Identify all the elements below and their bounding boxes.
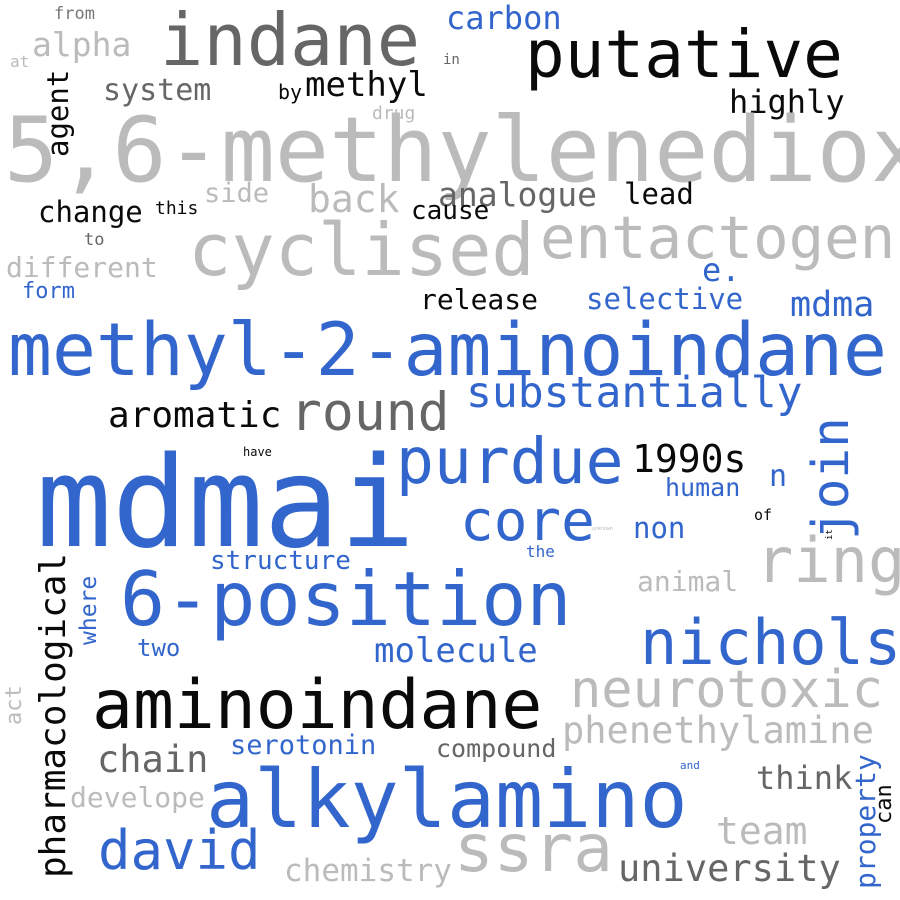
word-system: system xyxy=(103,73,212,108)
word-analogue: analogue xyxy=(438,175,597,214)
word-two: two xyxy=(137,634,181,662)
word-develope: develope xyxy=(70,781,205,814)
word-alkylamino: alkylamino xyxy=(206,753,688,846)
word-release: release xyxy=(420,283,539,316)
word-selective: selective xyxy=(586,282,744,316)
word-different: different xyxy=(6,251,158,284)
word-mdmai: mdmai xyxy=(36,429,416,576)
word-e: e. xyxy=(702,251,741,289)
word-putative: putative xyxy=(525,16,843,93)
word-n: n xyxy=(769,459,788,494)
word-indane: indane xyxy=(160,0,421,82)
word-back: back xyxy=(308,177,400,221)
word-to: to xyxy=(84,230,105,250)
word-by: by xyxy=(278,80,303,104)
word-aminoindane: aminoindane xyxy=(92,666,543,745)
word-from: from xyxy=(54,4,95,24)
word-side: side xyxy=(204,178,270,209)
word-team: team xyxy=(716,809,808,853)
word-6-position: 6-position xyxy=(120,555,572,643)
word-structure: structure xyxy=(210,546,351,576)
word-ring: ring xyxy=(756,524,900,597)
word-cyclised: cyclised xyxy=(188,208,535,292)
word-methyl-2-aminoindane: methyl-2-aminoindane xyxy=(8,308,887,393)
word-serotonin: serotonin xyxy=(230,730,377,761)
word-think: think xyxy=(756,759,853,797)
word-human: human xyxy=(665,473,741,502)
word-act: act xyxy=(2,685,27,725)
word-ssra: ssra xyxy=(454,810,613,887)
word-lead: lead xyxy=(624,177,694,211)
word-chain: chain xyxy=(97,738,209,781)
word-in: in xyxy=(443,52,460,68)
word-mdma: mdma xyxy=(790,285,875,325)
word-methyl: methyl xyxy=(305,65,428,105)
word-1990s: 1990s xyxy=(632,437,747,481)
word-phenethylamine: phenethylamine xyxy=(562,709,874,752)
word-where: where xyxy=(76,575,102,645)
word-the: the xyxy=(526,542,555,561)
word-aromatic: aromatic xyxy=(108,395,282,436)
word-can: can xyxy=(872,784,897,824)
word-drug: drug xyxy=(372,103,416,124)
word-compound: compound xyxy=(436,734,557,763)
word-unknown: unknown xyxy=(592,526,614,532)
word-and: and xyxy=(680,759,700,772)
word-change: change xyxy=(38,195,143,229)
word-neurotoxic: neurotoxic xyxy=(570,660,884,720)
word-pharmacological: pharmacological xyxy=(33,552,74,878)
word-david: david xyxy=(98,819,261,882)
word-at: at xyxy=(10,52,30,71)
word-cause: cause xyxy=(411,196,490,226)
word-carbon: carbon xyxy=(446,0,562,37)
word-alpha: alpha xyxy=(32,25,132,64)
word-round: round xyxy=(290,382,450,443)
word-have: have xyxy=(243,445,272,459)
word-this: this xyxy=(155,198,199,219)
word-chemistry: chemistry xyxy=(284,853,452,889)
word-join: join xyxy=(802,417,861,540)
word-highly: highly xyxy=(729,83,845,121)
word-methylenedioxy: 5,6-methylenedioxy xyxy=(4,98,900,203)
word-university: university xyxy=(618,847,841,890)
word-entactogen: entactogen xyxy=(540,203,896,272)
word-core: core xyxy=(460,489,595,554)
word-non: non xyxy=(633,511,686,545)
word-molecule: molecule xyxy=(374,631,538,671)
word-animal: animal xyxy=(637,565,739,598)
word-of: of xyxy=(754,506,773,524)
word-purdue: purdue xyxy=(396,425,624,498)
word-substantially: substantially xyxy=(466,368,803,418)
word-form: form xyxy=(22,279,75,304)
word-nichols: nichols xyxy=(640,606,900,679)
